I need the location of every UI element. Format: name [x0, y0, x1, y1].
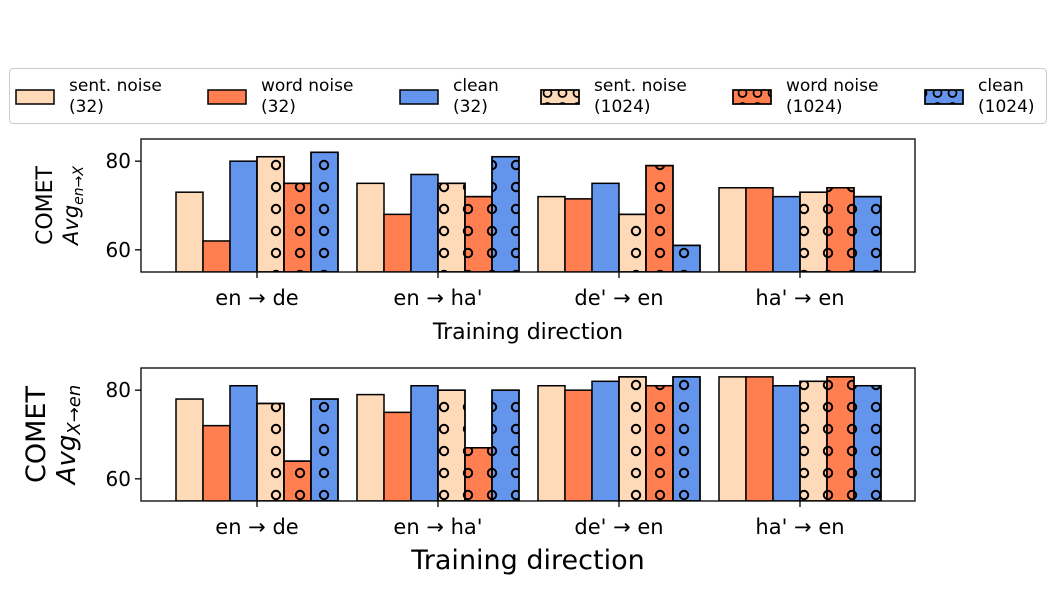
x-tick-label: ha' → en: [755, 286, 844, 310]
bar: [591, 380, 620, 501]
bar: [718, 376, 747, 501]
bar-hatch: [464, 195, 493, 272]
bar: [537, 195, 566, 272]
bar: [745, 187, 774, 272]
bar-hatch: [672, 244, 701, 272]
axes-frame: [140, 367, 916, 502]
x-tick-label: ha' → en: [755, 515, 844, 539]
bar: [591, 182, 620, 272]
bar: [229, 160, 258, 272]
x-tick-label: en → ha': [393, 515, 482, 539]
bar-hatch: [256, 402, 285, 501]
bar-hatch: [464, 447, 493, 501]
y-axis-label-subscript: X→en: [64, 385, 85, 436]
y-tick-label: 60: [106, 467, 131, 491]
legend-frame: [9, 68, 1047, 124]
bar-hatch: [491, 155, 520, 272]
legend-swatch-hatch: [540, 89, 580, 105]
panel-top: 60 80 en → de en → ha' de' → en ha' → en Train…: [33, 138, 916, 345]
bar: [383, 411, 412, 501]
y-tick-label: 80: [106, 378, 131, 402]
bar-hatch: [799, 380, 828, 501]
x-tick-label: en → de: [215, 286, 298, 310]
bar-hatch: [645, 384, 674, 501]
bar-hatch: [283, 182, 312, 272]
bar-hatch: [491, 389, 520, 501]
y-axis-label-subscript: en→X: [71, 166, 87, 205]
bar: [175, 191, 204, 272]
legend-label: word noise: [786, 76, 878, 96]
legend-swatch-hatch: [924, 89, 964, 105]
bar-hatch: [437, 182, 466, 272]
bar: [175, 398, 204, 501]
x-tick-label: en → ha': [393, 286, 482, 310]
legend: sent. noise(32)word noise(32)clean(32)se…: [9, 68, 1047, 124]
bar: [356, 393, 385, 501]
y-axis-label: COMET: [21, 386, 52, 483]
legend-label: word noise: [261, 76, 353, 96]
x-tick-label: en → de: [215, 515, 298, 539]
legend-label: (32): [261, 97, 296, 117]
y-axis-label-base: Avg: [52, 435, 82, 487]
legend-label: clean: [978, 76, 1024, 96]
bar: [537, 384, 566, 501]
bar: [772, 384, 801, 501]
x-axis-label: Training direction: [432, 320, 623, 345]
legend-swatch: [15, 89, 55, 105]
legend-label: (1024): [594, 97, 651, 117]
bar: [410, 384, 439, 501]
legend-label: (1024): [786, 97, 843, 117]
legend-label: (1024): [978, 97, 1035, 117]
bar-hatch: [853, 195, 882, 272]
bar-hatch: [826, 187, 855, 272]
bar: [202, 424, 231, 501]
bar-hatch: [310, 151, 339, 272]
legend-label: sent. noise: [69, 76, 162, 96]
y-axis-label: COMET: [33, 165, 58, 245]
bar: [229, 384, 258, 501]
bar: [745, 376, 774, 501]
bar: [356, 182, 385, 272]
bar-hatch: [645, 164, 674, 272]
x-axis-label: Training direction: [410, 545, 644, 576]
bar-hatch: [672, 376, 701, 501]
legend-swatch: [207, 89, 247, 105]
bar: [772, 195, 801, 272]
legend-label: (32): [69, 97, 104, 117]
bar: [564, 198, 593, 272]
bars: [175, 151, 882, 272]
panel-bottom: 60 80 en → de en → ha' de' → en ha' → en Train…: [21, 367, 916, 576]
legend-label: sent. noise: [594, 76, 687, 96]
bar-hatch: [853, 384, 882, 501]
bar-hatch: [310, 398, 339, 501]
bar-hatch: [799, 191, 828, 272]
bar: [564, 389, 593, 501]
legend-swatch-hatch: [732, 89, 772, 105]
bar-hatch: [826, 376, 855, 501]
axes-frame: [140, 138, 916, 273]
bars: [175, 376, 882, 501]
bar: [410, 173, 439, 272]
y-axis-label-base: Avg: [59, 205, 83, 247]
bar-hatch: [283, 460, 312, 501]
bar: [202, 240, 231, 272]
x-tick-label: de' → en: [574, 286, 663, 310]
legend-swatch: [399, 89, 439, 105]
bar-hatch: [618, 376, 647, 501]
legend-label: (32): [453, 97, 488, 117]
x-tick-label: de' → en: [574, 515, 663, 539]
bar: [383, 213, 412, 272]
legend-label: clean: [453, 76, 499, 96]
bar-hatch: [618, 213, 647, 272]
bar-hatch: [437, 389, 466, 501]
y-tick-label: 60: [106, 238, 131, 262]
bar-hatch: [256, 155, 285, 272]
y-axis-label-avg: AvgX→en: [52, 385, 85, 487]
bar: [718, 187, 747, 272]
y-axis-label-avg: Avgen→X: [59, 166, 87, 247]
y-tick-label: 80: [106, 149, 131, 173]
